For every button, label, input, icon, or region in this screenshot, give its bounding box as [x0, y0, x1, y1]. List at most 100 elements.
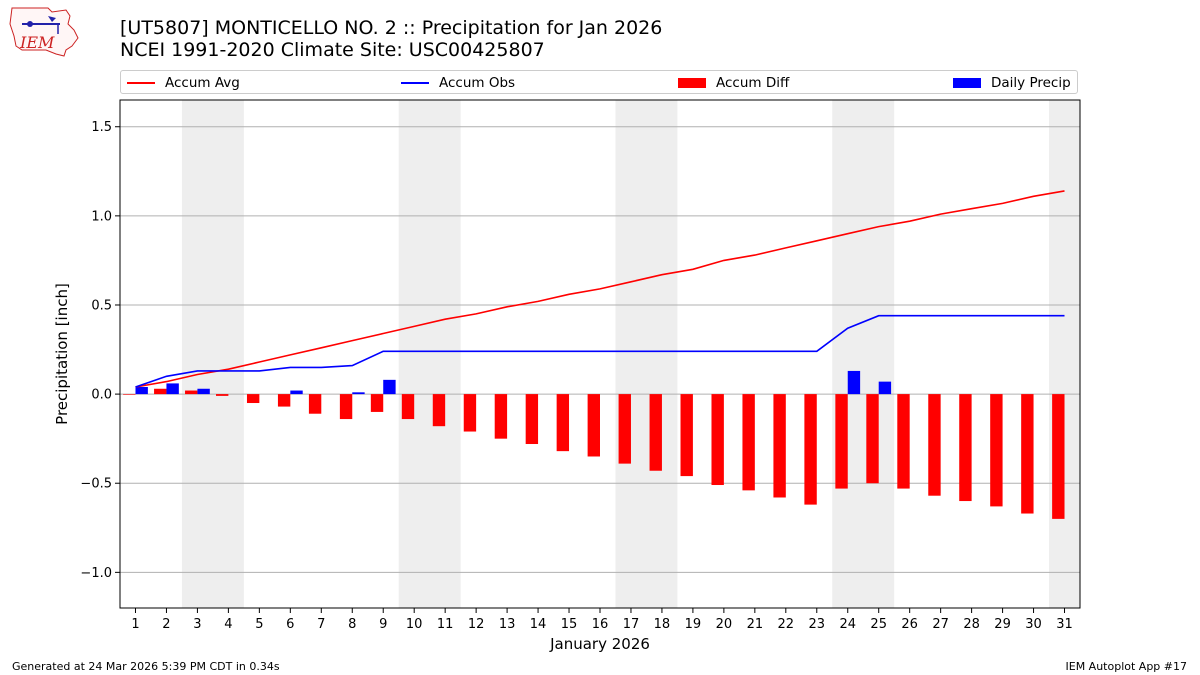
- x-tick-label: 20: [716, 617, 733, 632]
- x-tick-label: 30: [1025, 617, 1042, 632]
- x-tick-label: 9: [379, 617, 387, 632]
- accum-diff-bar: [990, 394, 1003, 507]
- weekend-band-1: [398, 100, 461, 608]
- accum-diff-bar: [680, 394, 693, 477]
- legend-label-accum-avg: Accum Avg: [165, 75, 240, 91]
- legend-label-accum-obs: Accum Obs: [439, 75, 516, 91]
- lines: [135, 190, 1065, 388]
- accum-avg-line: [135, 190, 1065, 388]
- accum-diff-bar: [370, 394, 384, 412]
- accum-diff-bar: [463, 394, 477, 432]
- y-tick-label: 0.0: [91, 388, 112, 403]
- accum-diff-bar: [711, 394, 724, 486]
- accum-diff-bar: [835, 394, 848, 489]
- plot-frame: [119, 99, 1081, 609]
- x-tick-label: 3: [193, 617, 201, 632]
- chart-legend: Accum Avg Accum Obs Accum Diff Daily Pre…: [120, 70, 1078, 94]
- y-tick-label: 0.5: [91, 298, 112, 313]
- accum-diff-bar: [216, 394, 229, 396]
- x-axis-label: January 2026: [549, 635, 650, 653]
- daily-precip-bar: [166, 383, 179, 395]
- legend-swatch-accum-avg: [127, 82, 155, 84]
- accum-diff-bar: [1052, 394, 1065, 519]
- x-tick-label: 14: [530, 617, 547, 632]
- y-tick-label: 1.0: [91, 209, 112, 224]
- legend-item-accum-diff: Accum Diff: [678, 74, 789, 92]
- y-tick-label: −1.0: [80, 566, 112, 581]
- x-tick-label: 28: [963, 617, 980, 632]
- legend-item-accum-obs: Accum Obs: [401, 74, 515, 92]
- svg-text:IEM: IEM: [19, 33, 55, 52]
- x-tick-label: 6: [286, 617, 294, 632]
- weekend-shading: [181, 100, 1080, 608]
- y-ticks: −1.0 −0.5 0.0 0.5 1.0 1.5: [80, 120, 120, 581]
- accum-diff-bar: [123, 394, 136, 395]
- x-tick-label: 11: [437, 617, 454, 632]
- accum-diff-bar: [556, 394, 570, 452]
- x-tick-label: 4: [224, 617, 232, 632]
- x-ticks: 1 2 3 4 5 6 7 8 9 10 11 12 13 14 15 16 17 18 19 20 21 22 23 24 2…: [131, 608, 1073, 632]
- accum-diff-bar: [1021, 394, 1034, 514]
- accum-diff-bar: [773, 394, 786, 498]
- y-tick-label: −0.5: [80, 477, 112, 492]
- legend-label-accum-diff: Accum Diff: [716, 75, 790, 91]
- accum-diff-bar: [494, 394, 508, 439]
- accum-diff-bar: [401, 394, 415, 420]
- x-tick-label: 1: [131, 617, 139, 632]
- daily-precip-bar: [352, 392, 365, 395]
- x-tick-label: 31: [1056, 617, 1073, 632]
- accum-diff-bar: [432, 394, 446, 427]
- x-tick-label: 2: [162, 617, 170, 632]
- accum-diff-bar: [525, 394, 539, 445]
- daily-precip-bar: [878, 381, 892, 395]
- accum-diff-bar: [928, 394, 941, 496]
- weekend-band-0: [181, 100, 244, 608]
- accum-diff-bar: [742, 394, 755, 491]
- weekend-band-2: [615, 100, 678, 608]
- accum-diff-bar: [804, 394, 817, 505]
- bars: [123, 370, 1065, 519]
- weekend-band-3: [832, 100, 895, 608]
- accum-diff-bar: [959, 394, 972, 502]
- legend-item-accum-avg: Accum Avg: [127, 74, 240, 92]
- accum-diff-bar: [649, 394, 662, 471]
- x-tick-label: 8: [348, 617, 356, 632]
- footer-app-text: IEM Autoplot App #17: [1065, 660, 1188, 673]
- x-tick-label: 22: [778, 617, 795, 632]
- daily-precip-bar: [290, 390, 303, 395]
- daily-precip-bar: [847, 370, 861, 395]
- accum-diff-bar: [339, 394, 353, 420]
- accum-diff-bar: [308, 394, 322, 414]
- x-tick-label: 15: [561, 617, 578, 632]
- x-tick-label: 17: [623, 617, 640, 632]
- x-tick-label: 7: [317, 617, 325, 632]
- legend-swatch-daily-precip: [953, 78, 981, 88]
- x-tick-label: 29: [994, 617, 1011, 632]
- x-tick-label: 21: [747, 617, 764, 632]
- footer-generated-text: Generated at 24 Mar 2026 5:39 PM CDT in …: [12, 660, 280, 673]
- legend-label-daily-precip: Daily Precip: [991, 75, 1071, 91]
- y-tick-label: 1.5: [91, 120, 112, 135]
- accum-diff-bar: [618, 394, 631, 464]
- grid-lines: [120, 126, 1080, 573]
- accum-obs-line: [135, 314, 1065, 388]
- x-tick-label: 23: [809, 617, 826, 632]
- legend-item-daily-precip: Daily Precip: [953, 74, 1071, 92]
- y-axis-label: Precipitation [inch]: [53, 283, 71, 425]
- x-tick-label: 16: [592, 617, 609, 632]
- chart-title: [UT5807] MONTICELLO NO. 2 :: Precipitati…: [120, 17, 663, 39]
- accum-diff-bar: [185, 390, 198, 395]
- accum-diff-bar: [154, 388, 167, 395]
- accum-diff-bar: [587, 394, 600, 457]
- x-tick-label: 26: [901, 617, 918, 632]
- x-tick-label: 12: [468, 617, 485, 632]
- chart-subtitle: NCEI 1991-2020 Climate Site: USC00425807: [120, 39, 545, 61]
- x-tick-label: 10: [406, 617, 423, 632]
- daily-precip-bar: [197, 388, 210, 395]
- accum-diff-bar: [897, 394, 910, 489]
- legend-swatch-accum-obs: [401, 82, 429, 84]
- x-tick-label: 24: [839, 617, 856, 632]
- x-tick-label: 27: [932, 617, 949, 632]
- x-tick-label: 18: [654, 617, 671, 632]
